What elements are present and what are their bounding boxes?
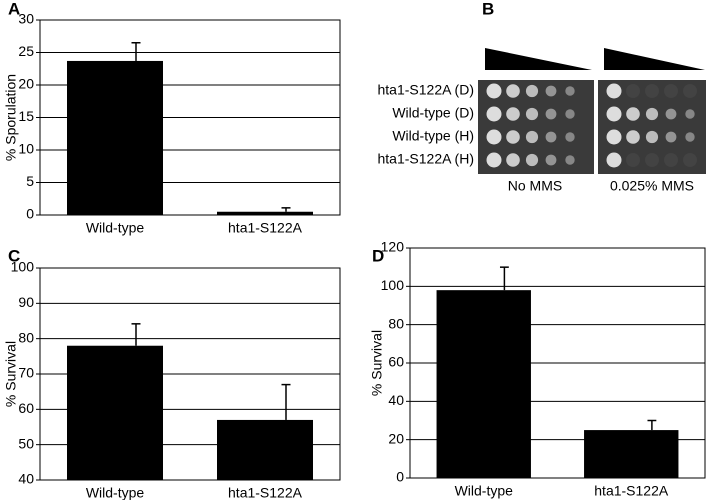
colony-spot bbox=[626, 130, 640, 144]
panel-label: C bbox=[8, 246, 20, 265]
x-tick-label: Wild-type bbox=[86, 220, 145, 236]
row-label: Wild-type (H) bbox=[392, 128, 474, 144]
y-tick-label: 20 bbox=[388, 430, 404, 446]
y-tick-label: 25 bbox=[18, 43, 34, 59]
colony-spot bbox=[486, 83, 502, 99]
colony-spot bbox=[645, 84, 659, 98]
colony-spot bbox=[626, 107, 640, 121]
plot-frame bbox=[39, 19, 341, 216]
colony-spot bbox=[665, 108, 677, 120]
colony-spot bbox=[506, 107, 520, 121]
colony-spot bbox=[664, 84, 678, 98]
dilution-triangle bbox=[485, 48, 592, 70]
colony-spot bbox=[685, 109, 695, 119]
column-label: No MMS bbox=[508, 178, 562, 194]
colony-spot bbox=[565, 132, 575, 142]
colony-spot bbox=[665, 131, 677, 143]
colony-spot bbox=[525, 130, 539, 144]
colony-spot bbox=[486, 129, 502, 145]
colony-spot bbox=[565, 86, 575, 96]
colony-spot bbox=[525, 84, 539, 98]
row-label: Wild-type (D) bbox=[392, 105, 474, 121]
colony-spot bbox=[606, 83, 622, 99]
y-axis-title: % Survival bbox=[3, 341, 19, 407]
y-tick-label: 100 bbox=[11, 259, 35, 275]
bar bbox=[217, 419, 313, 480]
colony-spot bbox=[626, 153, 640, 167]
colony-spot bbox=[525, 107, 539, 121]
colony-spot bbox=[565, 155, 575, 165]
y-axis-title: % Sporulation bbox=[3, 74, 19, 161]
x-tick-label: hta1-S122A bbox=[228, 220, 303, 236]
colony-spot bbox=[506, 84, 520, 98]
colony-spot bbox=[645, 130, 659, 144]
y-axis-title: % Survival bbox=[369, 330, 385, 396]
y-tick-label: 70 bbox=[18, 365, 34, 381]
bar bbox=[67, 60, 163, 216]
y-tick-label: 0 bbox=[396, 469, 404, 485]
colony-spot bbox=[645, 107, 659, 121]
colony-spot bbox=[685, 132, 695, 142]
panel-label: A bbox=[8, 0, 20, 18]
column-label: 0.025% MMS bbox=[610, 178, 694, 194]
y-tick-label: 90 bbox=[18, 294, 34, 310]
x-tick-label: Wild-type bbox=[86, 485, 145, 500]
panel-label: B bbox=[482, 0, 494, 18]
bar bbox=[67, 345, 163, 480]
row-label: hta1-S122A (D) bbox=[378, 82, 475, 98]
bar bbox=[584, 430, 679, 478]
colony-spot bbox=[545, 154, 557, 166]
colony-spot bbox=[525, 153, 539, 167]
plot-frame bbox=[39, 267, 341, 481]
colony-spot bbox=[645, 153, 659, 167]
y-tick-label: 30 bbox=[18, 11, 34, 27]
y-tick-label: 10 bbox=[18, 141, 34, 157]
y-tick-label: 80 bbox=[388, 315, 404, 331]
colony-spot bbox=[664, 153, 678, 167]
colony-spot bbox=[683, 84, 697, 98]
panel-label: D bbox=[372, 246, 384, 265]
x-tick-label: Wild-type bbox=[455, 483, 514, 499]
colony-spot bbox=[545, 108, 557, 120]
colony-spot bbox=[606, 152, 622, 168]
y-tick-label: 15 bbox=[18, 108, 34, 124]
colony-spot bbox=[486, 106, 502, 122]
plot-frame bbox=[409, 247, 706, 479]
colony-spot bbox=[545, 85, 557, 97]
colony-spot bbox=[606, 106, 622, 122]
y-tick-label: 120 bbox=[381, 239, 405, 255]
colony-spot bbox=[683, 153, 697, 167]
y-tick-label: 50 bbox=[18, 435, 34, 451]
y-tick-label: 40 bbox=[18, 471, 34, 487]
colony-spot bbox=[545, 131, 557, 143]
y-tick-label: 60 bbox=[18, 400, 34, 416]
colony-spot bbox=[565, 109, 575, 119]
x-tick-label: hta1-S122A bbox=[594, 483, 669, 499]
y-tick-label: 20 bbox=[18, 76, 34, 92]
colony-spot bbox=[506, 130, 520, 144]
colony-spot bbox=[506, 153, 520, 167]
colony-spot bbox=[626, 84, 640, 98]
y-tick-label: 100 bbox=[381, 277, 405, 293]
colony-spot bbox=[606, 129, 622, 145]
row-label: hta1-S122A (H) bbox=[378, 151, 475, 167]
colony-spot bbox=[486, 152, 502, 168]
y-tick-label: 60 bbox=[388, 354, 404, 370]
y-tick-label: 80 bbox=[18, 329, 34, 345]
y-tick-label: 40 bbox=[388, 392, 404, 408]
y-tick-label: 5 bbox=[26, 173, 34, 189]
bar bbox=[217, 211, 313, 215]
bar bbox=[436, 290, 531, 478]
x-tick-label: hta1-S122A bbox=[228, 485, 303, 500]
dilution-triangle bbox=[604, 48, 705, 70]
y-tick-label: 0 bbox=[26, 206, 34, 222]
